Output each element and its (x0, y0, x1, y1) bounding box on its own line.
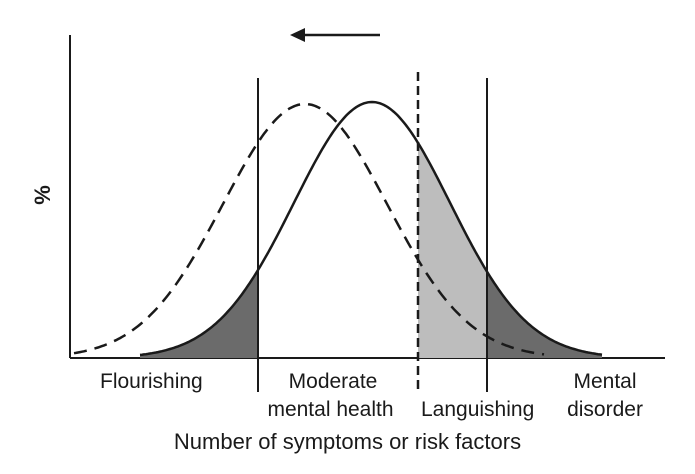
region-label-languishing: Languishing (421, 398, 535, 421)
region-label-flourishing: Flourishing (100, 370, 203, 393)
x-axis-label: Number of symptoms or risk factors (173, 429, 522, 454)
flourishing-tail-shade (140, 270, 258, 358)
shifted-distribution-curve (73, 102, 545, 356)
y-axis-label: % (30, 185, 55, 205)
mental-disorder-tail-shade (487, 271, 602, 358)
region-label-moderate-line1: Moderate (288, 370, 378, 393)
languishing-shade (418, 142, 487, 358)
region-label-disorder-line1: Mental (573, 370, 637, 393)
shift-arrow-head (290, 28, 305, 42)
region-label-disorder-line2: disorder (567, 398, 643, 421)
current-distribution-curve (139, 100, 603, 357)
region-label-moderate-line2: mental health (267, 398, 394, 421)
